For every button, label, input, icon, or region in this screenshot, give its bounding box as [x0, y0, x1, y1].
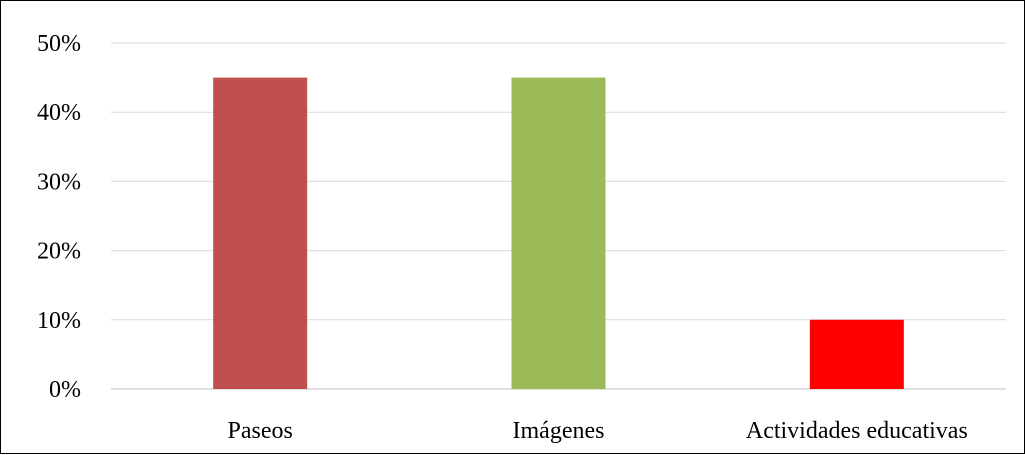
y-tick-label: 40% [37, 100, 81, 126]
bar-2 [511, 77, 606, 389]
x-category-label: Imágenes [513, 418, 605, 444]
x-category-label: Actividades educativas [746, 418, 968, 444]
y-tick-label: 30% [37, 169, 81, 195]
bar-1 [213, 77, 308, 389]
y-tick-label: 10% [37, 308, 81, 334]
x-category-label: Paseos [227, 418, 292, 444]
bar-3 [809, 319, 904, 389]
y-tick-label: 20% [37, 239, 81, 265]
y-tick-label: 0% [49, 377, 81, 403]
y-tick-label: 50% [37, 31, 81, 57]
